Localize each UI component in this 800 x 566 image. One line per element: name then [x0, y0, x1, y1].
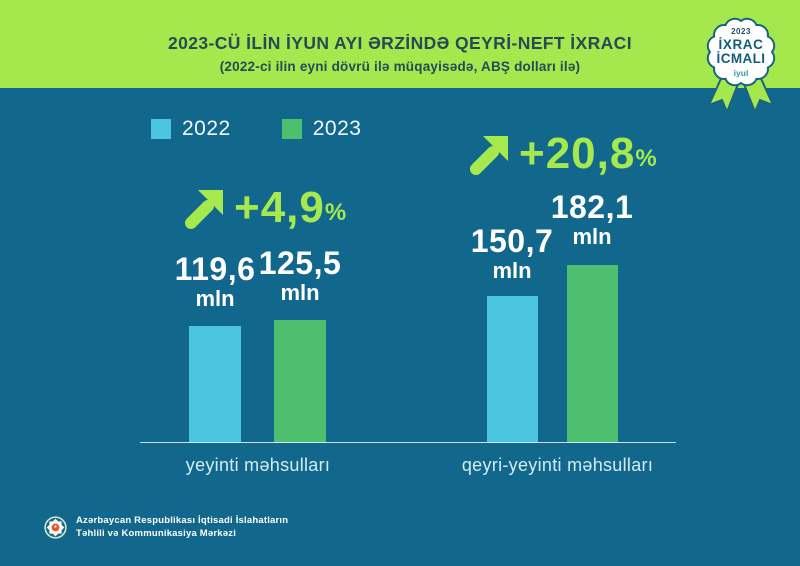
value-number: 150,7	[470, 223, 554, 259]
value-number: 119,6	[174, 251, 256, 287]
organization-name: Azərbaycan Respublikası İqtisadi İslahat…	[76, 515, 288, 540]
badge-title-line1: İXRAC	[718, 37, 764, 52]
legend-swatch-2023	[281, 119, 302, 139]
change-value-nonfood: +20,8	[519, 129, 636, 178]
value-label-nonfood-2023: 182,1 mln	[537, 190, 647, 250]
percent-sign-food: %	[324, 199, 347, 226]
legend-item-2023: 2023	[281, 117, 362, 141]
badge-year: 2023	[731, 27, 751, 36]
legend-label-2023: 2023	[312, 117, 362, 140]
title-block: 2023-CÜ İLİN İYUN AYI ƏRZİNDƏ QEYRİ-NEFT…	[0, 33, 800, 74]
legend-item-2022: 2022	[151, 117, 231, 141]
value-unit: mln	[492, 258, 532, 283]
axis-baseline	[140, 442, 676, 443]
change-indicator-nonfood: +20,8 %	[468, 130, 657, 177]
value-label-food-2023: 125,5 mln	[245, 246, 355, 306]
seal-ribbon-icon	[706, 17, 776, 113]
legend-swatch-2022	[151, 119, 171, 139]
badge-title-line2: İCMALI	[716, 51, 766, 66]
percent-sign-nonfood: %	[635, 145, 657, 172]
value-unit: mln	[195, 286, 235, 311]
chart-background	[0, 88, 800, 566]
footer: Azərbaycan Respublikası İqtisadi İslahat…	[44, 515, 288, 540]
organization-line1: Azərbaycan Respublikası İqtisadi İslahat…	[76, 515, 289, 526]
arrow-up-right-icon	[183, 184, 229, 230]
legend-label-2022: 2022	[182, 117, 231, 140]
value-unit: mln	[280, 280, 320, 305]
value-label-nonfood-2022: 150,7 mln	[457, 224, 567, 284]
value-number: 125,5	[258, 245, 342, 281]
page-title: 2023-CÜ İLİN İYUN AYI ƏRZİNDƏ QEYRİ-NEFT…	[168, 33, 632, 53]
bar-nonfood-2022	[487, 296, 538, 443]
change-value-food: +4,9	[234, 183, 325, 232]
category-label-nonfood: qeyri-yeyinti məhsulları	[461, 455, 654, 475]
organization-line2: Təhlili və Kommunikasiya Mərkəzi	[76, 527, 237, 539]
category-label-food: yeyinti məhsulları	[185, 455, 331, 475]
value-unit: mln	[572, 224, 612, 249]
export-review-badge: 2023 İXRAC İCMALI iyul	[694, 6, 788, 122]
page-subtitle: (2022-ci ilin eyni dövrü ilə müqayisədə,…	[219, 59, 581, 74]
state-emblem-icon	[44, 516, 67, 539]
bar-food-2023	[274, 320, 326, 443]
arrow-up-right-icon	[468, 130, 514, 176]
value-label-food-2022: 119,6 mln	[160, 252, 270, 312]
badge-month: iyul	[733, 68, 749, 78]
change-indicator-food: +4,9 %	[183, 184, 346, 231]
value-number: 182,1	[550, 189, 634, 225]
bar-nonfood-2023	[567, 265, 618, 443]
bar-food-2022	[189, 326, 241, 443]
legend: 2022 2023	[151, 117, 361, 141]
